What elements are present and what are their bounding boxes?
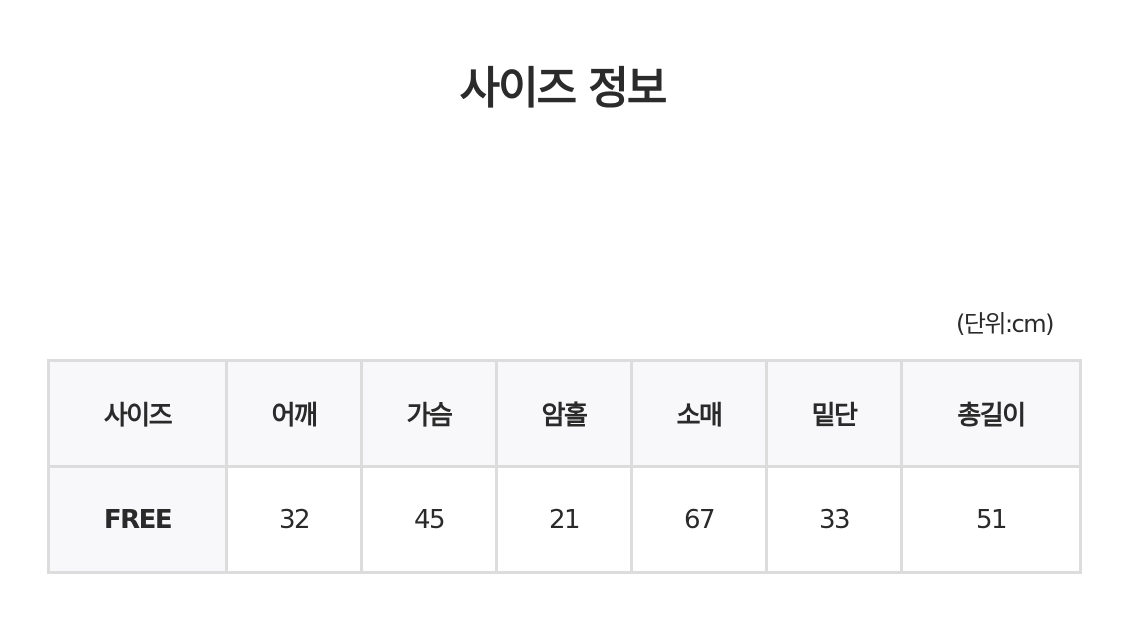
- cell-chest: 45: [360, 465, 498, 574]
- size-table: 사이즈 어깨 가슴 암홀 소매 밑단 총길이 FREE 32 45 21 67 …: [47, 359, 1082, 574]
- cell-sleeve: 67: [630, 465, 768, 574]
- header-size: 사이즈: [47, 359, 228, 468]
- header-armhole: 암홀: [495, 359, 633, 468]
- cell-shoulder: 32: [225, 465, 363, 574]
- cell-armhole: 21: [495, 465, 633, 574]
- header-hem: 밑단: [765, 359, 903, 468]
- cell-size: FREE: [47, 465, 228, 574]
- table-header-row: 사이즈 어깨 가슴 암홀 소매 밑단 총길이: [47, 359, 1082, 468]
- unit-label: (단위:cm): [955, 310, 1055, 338]
- header-total-length: 총길이: [900, 359, 1082, 468]
- page-title: 사이즈 정보: [459, 63, 668, 114]
- cell-hem: 33: [765, 465, 903, 574]
- cell-total-length: 51: [900, 465, 1082, 574]
- header-chest: 가슴: [360, 359, 498, 468]
- table-row: FREE 32 45 21 67 33 51: [47, 465, 1082, 574]
- header-sleeve: 소매: [630, 359, 768, 468]
- header-shoulder: 어깨: [225, 359, 363, 468]
